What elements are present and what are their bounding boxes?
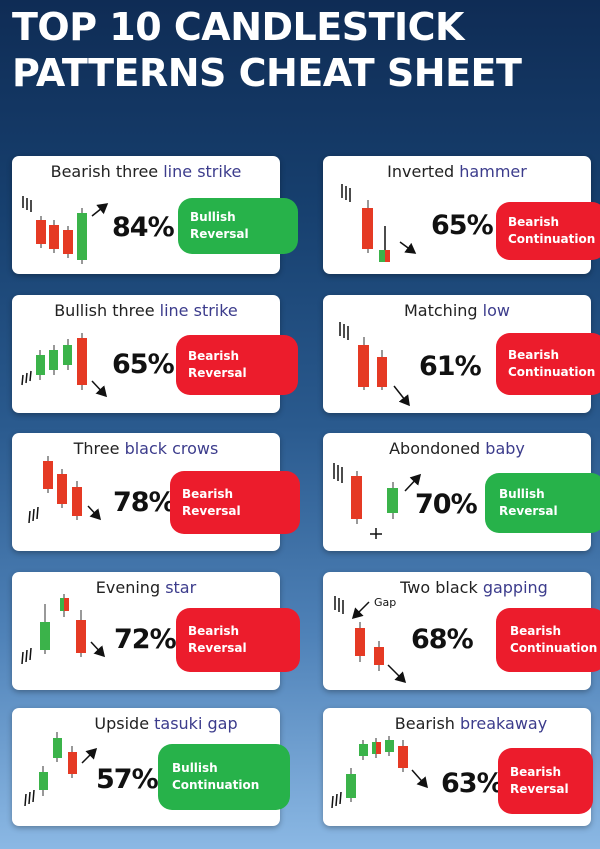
title-line-2: PATTERNS CHEAT SHEET	[12, 51, 522, 95]
signal-badge: Bullish Reversal	[178, 198, 298, 254]
signal-badge: Bearish Reversal	[176, 608, 300, 672]
signal-badge: Bullish Continuation	[158, 744, 290, 810]
candlestick-chart-icon: Gap	[334, 596, 407, 684]
success-rate: 61%	[419, 351, 482, 382]
pattern-title: Inverted hammer	[387, 162, 527, 181]
candlestick-chart-icon	[341, 184, 417, 262]
success-rate: 68%	[411, 624, 474, 655]
pattern-card-bearish-three-line-strike: Bearish three line strike 84% Bullish Rev…	[12, 156, 298, 274]
success-rate: 63%	[441, 768, 504, 799]
pattern-title: Bearish breakaway	[394, 714, 548, 733]
candlestick-chart-icon	[24, 732, 98, 807]
pattern-card-inverted-hammer: Inverted hammer 65% Bearish Continuation	[323, 156, 600, 274]
page-title: TOP 10 CANDLESTICK PATTERNS CHEAT SHEET	[12, 4, 522, 96]
pattern-title: Two black gapping	[400, 578, 548, 597]
candlestick-chart-icon	[331, 736, 428, 809]
success-rate: 70%	[415, 489, 478, 520]
success-rate: 78%	[113, 487, 176, 518]
pattern-card-evening-star: Evening star 72% Bearish Reversal	[12, 572, 300, 690]
pattern-card-upside-tasuki-gap: Upside tasuki gap 57% Bullish Continuatio…	[12, 708, 290, 826]
candlestick-chart-icon	[339, 322, 410, 407]
pattern-title: Three black crows	[73, 439, 219, 458]
pattern-card-matching-low: Matching low 61% Bearish Continuation	[323, 295, 600, 413]
pattern-title: Upside tasuki gap	[94, 714, 238, 733]
signal-badge: Bearish Reversal	[176, 335, 298, 395]
success-rate: 72%	[114, 624, 177, 655]
candlestick-chart-icon	[28, 456, 102, 524]
pattern-card-bearish-breakaway: Bearish breakaway 63% Bearish Reversal	[323, 708, 593, 826]
signal-badge: Bearish Reversal	[170, 471, 300, 534]
signal-badge: Bearish Continuation	[496, 608, 600, 672]
pattern-card-two-black-gapping: Two black gapping Gap 68% Bearish Continu…	[323, 572, 600, 690]
svg-text:Gap: Gap	[374, 596, 396, 609]
success-rate: 84%	[112, 212, 175, 243]
pattern-card-bullish-three-line-strike: Bullish three line strike 65% Bearish Rev…	[12, 295, 298, 413]
success-rate: 65%	[431, 210, 494, 241]
signal-badge: Bearish Continuation	[496, 202, 600, 260]
signal-badge: Bullish Reversal	[485, 473, 600, 533]
candlestick-chart-icon	[333, 463, 422, 539]
success-rate: 65%	[112, 349, 175, 380]
candlestick-chart-icon	[21, 333, 108, 398]
candlestick-chart-icon	[22, 196, 109, 264]
pattern-title: Abondoned baby	[389, 439, 525, 458]
signal-badge: Bearish Continuation	[496, 333, 600, 395]
success-rate: 57%	[96, 764, 159, 795]
title-line-1: TOP 10 CANDLESTICK	[12, 5, 465, 49]
pattern-title: Evening star	[95, 578, 197, 597]
pattern-title: Matching low	[404, 301, 510, 320]
pattern-title: Bullish three line strike	[54, 301, 238, 320]
pattern-title: Bearish three line strike	[50, 162, 242, 181]
candlestick-chart-icon	[21, 594, 106, 665]
pattern-card-three-black-crows: Three black crows 78% Bearish Reversal	[12, 433, 300, 551]
signal-badge: Bearish Reversal	[498, 748, 593, 814]
pattern-card-abondoned-baby: Abondoned baby 70% Bullish Reversal	[323, 433, 600, 551]
